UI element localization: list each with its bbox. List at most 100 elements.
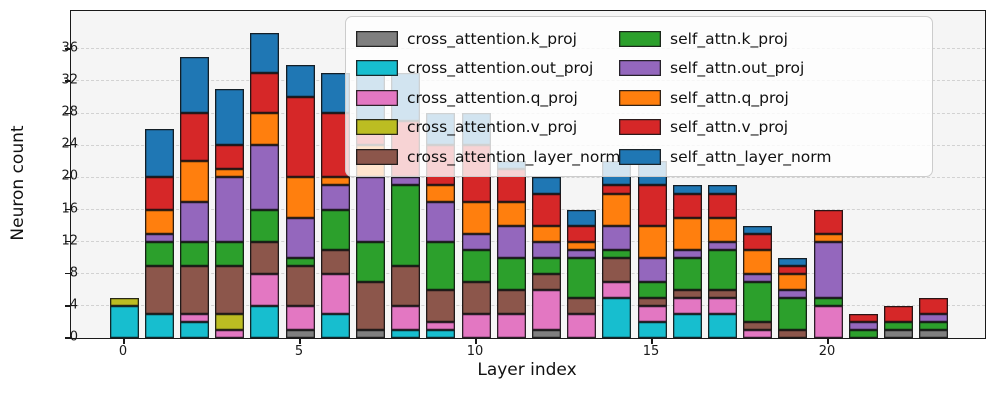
legend-label: cross_attention_layer_norm: [407, 147, 621, 166]
bar-segment: [883, 305, 913, 322]
legend-swatch-icon: [619, 60, 661, 77]
bar-segment: [567, 297, 597, 314]
bar-stack-layer-6: [320, 73, 350, 338]
bar-segment: [285, 305, 315, 330]
legend-swatch-icon: [619, 30, 661, 47]
y-tick-label: 16: [61, 201, 78, 217]
bar-segment: [426, 321, 456, 330]
legend-item: self_attn.v_proj: [619, 113, 832, 143]
bar-segment: [250, 145, 280, 210]
bar-segment: [144, 265, 174, 314]
bar-segment: [215, 313, 245, 330]
bar-stack-layer-2: [179, 57, 209, 338]
bar-segment: [743, 281, 773, 322]
bar-segment: [672, 313, 702, 338]
bar-segment: [391, 329, 421, 338]
bar-segment: [355, 329, 385, 338]
bar-segment: [320, 113, 350, 178]
bar-segment: [743, 225, 773, 234]
gridline: [71, 305, 985, 307]
bar-segment: [144, 129, 174, 178]
bar-segment: [919, 313, 949, 322]
bar-segment: [672, 297, 702, 314]
y-tick-mark: [64, 208, 70, 211]
bar-segment: [707, 185, 737, 194]
bar-segment: [919, 321, 949, 330]
bar-segment: [144, 241, 174, 266]
bar-stack-layer-19: [778, 257, 808, 338]
bar-segment: [426, 329, 456, 338]
y-tick-mark: [64, 144, 70, 147]
bar-segment: [250, 209, 280, 242]
x-tick-mark: [299, 339, 301, 345]
bar-segment: [883, 329, 913, 338]
bar-segment: [391, 185, 421, 266]
legend-item: cross_attention.v_proj: [356, 113, 621, 143]
bar-stack-layer-16: [672, 185, 702, 338]
legend-swatch-icon: [356, 30, 398, 47]
bar-stack-layer-22: [883, 305, 913, 338]
bar-segment: [567, 257, 597, 298]
bar-segment: [672, 185, 702, 194]
bar-stack-layer-4: [250, 32, 280, 338]
legend-swatch-icon: [356, 119, 398, 136]
bar-segment: [567, 241, 597, 250]
bar-segment: [285, 97, 315, 178]
bar-segment: [215, 145, 245, 170]
bar-segment: [250, 273, 280, 306]
bar-segment: [320, 249, 350, 274]
bar-segment: [496, 257, 526, 290]
bar-segment: [567, 313, 597, 338]
bar-segment: [285, 177, 315, 218]
x-tick-label: 5: [294, 344, 304, 359]
legend-label: self_attn.k_proj: [670, 29, 788, 48]
bar-segment: [672, 289, 702, 298]
bar-segment: [496, 289, 526, 314]
x-tick-label: 10: [466, 344, 484, 359]
bar-segment: [285, 257, 315, 266]
legend-label: self_attn.v_proj: [670, 118, 789, 137]
bar-segment: [461, 281, 491, 314]
bar-segment: [707, 313, 737, 338]
bar-segment: [531, 329, 561, 338]
bar-segment: [707, 289, 737, 298]
bar-segment: [778, 289, 808, 298]
bar-segment: [426, 289, 456, 322]
bar-segment: [496, 201, 526, 226]
bar-segment: [179, 201, 209, 242]
legend-column: cross_attention.k_proj cross_attention.ou…: [356, 24, 621, 172]
bar-stack-layer-21: [848, 313, 878, 338]
legend-item: cross_attention.k_proj: [356, 24, 621, 54]
bar-stack-layer-13: [567, 209, 597, 338]
bar-segment: [813, 241, 843, 298]
bar-segment: [426, 185, 456, 202]
bar-segment: [672, 193, 702, 218]
y-tick-label: 36: [61, 40, 78, 56]
bar-segment: [743, 273, 773, 282]
bar-segment: [391, 265, 421, 306]
bar-segment: [567, 249, 597, 258]
bar-segment: [707, 297, 737, 314]
x-tick-mark: [651, 339, 653, 345]
bar-segment: [637, 297, 667, 306]
bar-segment: [707, 241, 737, 250]
bar-segment: [179, 161, 209, 202]
bar-segment: [602, 185, 632, 194]
bar-segment: [179, 265, 209, 314]
bar-segment: [320, 273, 350, 314]
bar-segment: [285, 65, 315, 98]
bar-stack-layer-15: [637, 161, 667, 338]
bar-stack-layer-11: [496, 161, 526, 338]
bar-segment: [813, 297, 843, 306]
legend-swatch-icon: [619, 89, 661, 106]
bar-stack-layer-3: [215, 89, 245, 338]
bar-segment: [778, 297, 808, 330]
bar-segment: [672, 257, 702, 290]
legend-label: cross_attention.v_proj: [407, 118, 578, 137]
bar-segment: [355, 281, 385, 330]
bar-segment: [567, 209, 597, 226]
y-tick-label: 24: [61, 136, 78, 152]
legend-item: self_attn_layer_norm: [619, 142, 832, 172]
bar-segment: [637, 257, 667, 282]
legend-label: self_attn.out_proj: [670, 59, 805, 78]
